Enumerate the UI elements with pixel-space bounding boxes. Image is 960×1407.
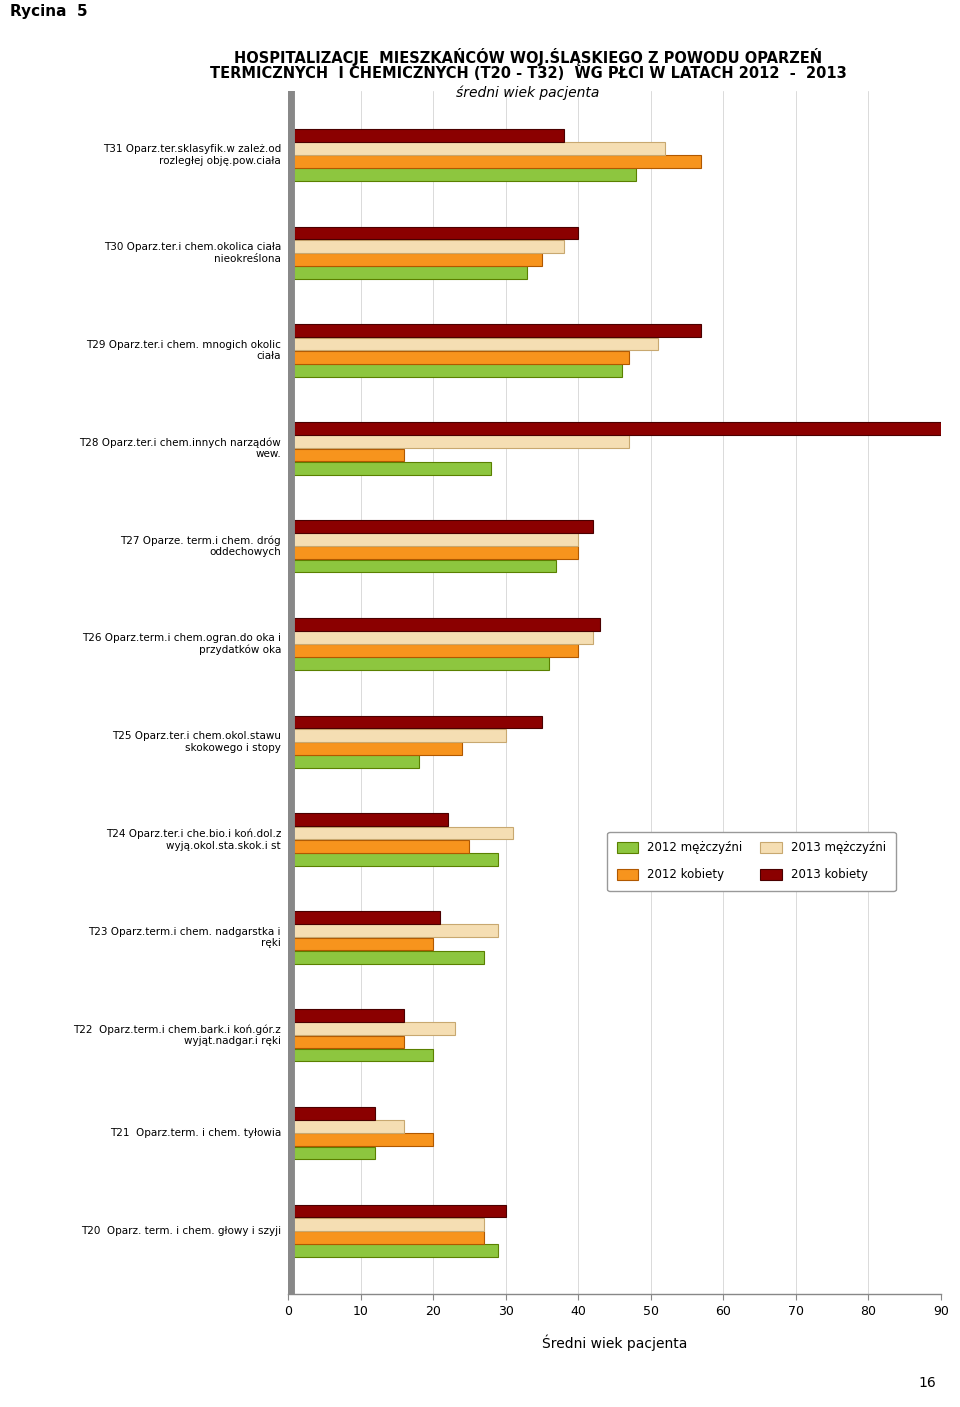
Bar — [288, 840, 469, 853]
Bar — [288, 338, 658, 350]
Bar — [288, 155, 702, 167]
Bar — [288, 364, 622, 377]
Bar — [288, 741, 462, 754]
Bar — [288, 142, 665, 155]
Bar — [288, 461, 492, 474]
Text: średni wiek pacjenta: średni wiek pacjenta — [456, 86, 600, 100]
Bar — [288, 449, 404, 461]
Bar — [288, 951, 484, 964]
Text: 16: 16 — [919, 1376, 936, 1390]
Bar — [288, 227, 578, 239]
Bar — [288, 1048, 433, 1061]
Text: Rycina  5: Rycina 5 — [10, 4, 87, 20]
Bar — [288, 350, 629, 363]
Bar — [288, 729, 506, 741]
Text: HOSPITALIZACJE  MIESZKAŃCÓW WOJ.ŚLĄSKIEGO Z POWODU OPARZEŃ: HOSPITALIZACJE MIESZKAŃCÓW WOJ.ŚLĄSKIEGO… — [234, 48, 822, 66]
Bar — [288, 813, 447, 826]
Bar — [288, 521, 592, 533]
Bar — [288, 1120, 404, 1133]
Bar — [288, 924, 498, 937]
Bar — [288, 129, 564, 142]
Bar — [288, 1107, 375, 1120]
Bar — [288, 937, 433, 950]
Bar — [288, 1244, 498, 1256]
Bar — [288, 644, 578, 657]
Bar — [288, 239, 564, 253]
Bar — [288, 657, 549, 670]
Bar — [288, 716, 541, 729]
Bar — [288, 533, 578, 546]
Bar — [288, 169, 636, 182]
Bar — [288, 1036, 404, 1048]
Bar — [288, 1204, 506, 1217]
Text: TERMICZNYCH  I CHEMICZNYCH (T20 - T32)  WG PŁCI W LATACH 2012  -  2013: TERMICZNYCH I CHEMICZNYCH (T20 - T32) WG… — [209, 66, 847, 82]
Bar — [288, 560, 557, 573]
Bar — [288, 253, 541, 266]
Bar — [288, 1218, 484, 1231]
Bar — [288, 1231, 484, 1244]
Bar — [288, 1133, 433, 1147]
Bar — [288, 436, 629, 449]
Bar — [288, 632, 592, 644]
Bar — [288, 756, 419, 768]
Bar — [288, 325, 702, 338]
Bar — [288, 1147, 375, 1159]
Bar — [288, 853, 498, 865]
Bar — [288, 912, 441, 924]
Bar — [288, 827, 513, 840]
Legend: 2012 mężczyźni, 2012 kobiety, 2013 mężczyźni, 2013 kobiety: 2012 mężczyźni, 2012 kobiety, 2013 mężcz… — [608, 832, 896, 891]
Bar — [288, 1009, 404, 1021]
Bar — [288, 546, 578, 559]
Bar — [288, 422, 941, 435]
X-axis label: Średni wiek pacjenta: Średni wiek pacjenta — [541, 1334, 687, 1351]
Bar — [288, 266, 527, 279]
Bar — [288, 618, 600, 630]
Bar — [288, 1023, 455, 1036]
